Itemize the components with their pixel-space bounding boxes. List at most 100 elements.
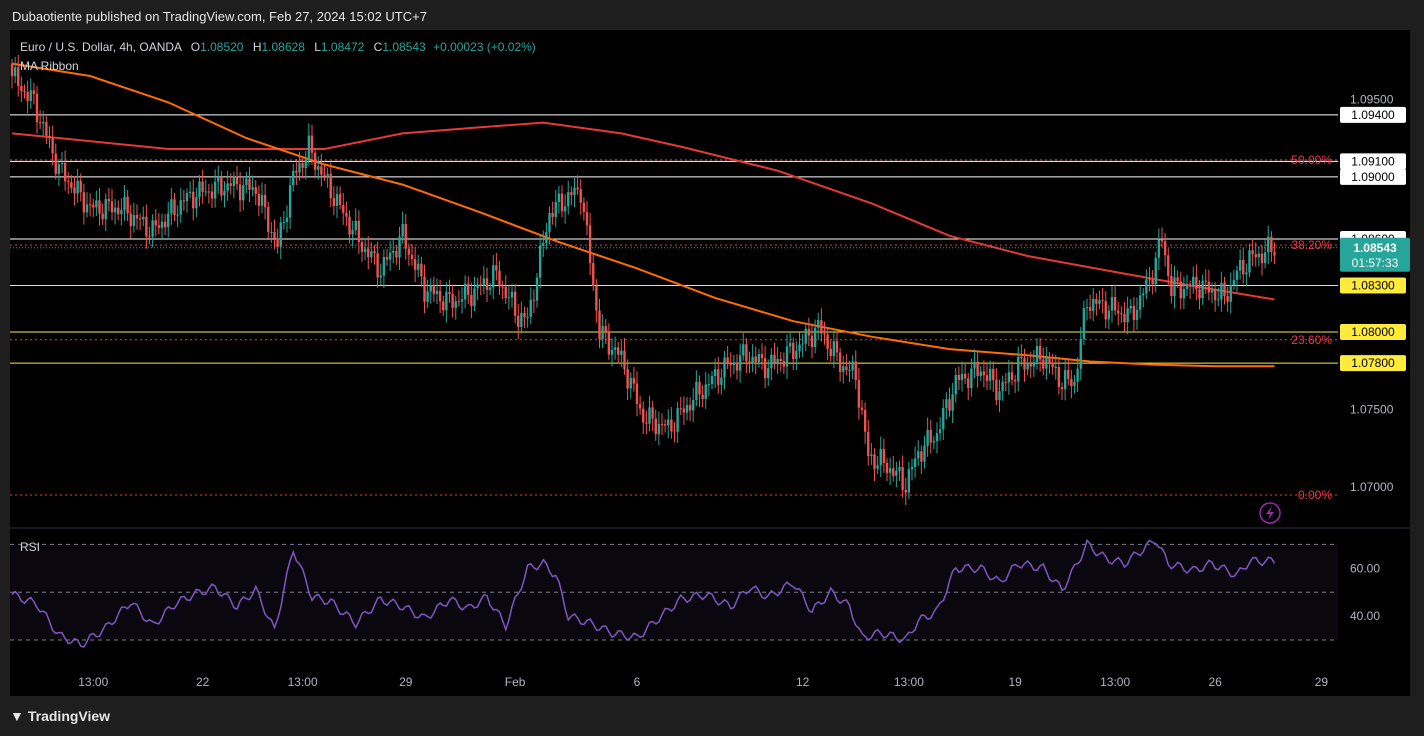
candle-body bbox=[945, 399, 948, 408]
candle-body bbox=[329, 173, 332, 199]
candle-body bbox=[942, 407, 945, 430]
candle-body bbox=[738, 355, 742, 371]
candle-body bbox=[663, 424, 667, 426]
candle-body bbox=[104, 199, 107, 220]
candle-body bbox=[470, 294, 473, 307]
candle-body bbox=[92, 204, 95, 208]
candle-body bbox=[501, 286, 504, 288]
candle-body bbox=[695, 381, 698, 401]
candle-body bbox=[892, 468, 895, 476]
candle-body bbox=[351, 229, 354, 235]
candle-body bbox=[888, 468, 892, 473]
candle-body bbox=[1245, 272, 1248, 275]
candle-body bbox=[1079, 338, 1082, 369]
candle-body bbox=[1226, 296, 1229, 302]
candle-body bbox=[26, 92, 29, 101]
low-value: 1.08472 bbox=[320, 40, 365, 54]
candle-body bbox=[248, 178, 251, 190]
candle-body bbox=[845, 366, 848, 371]
time-axis-tick: 19 bbox=[1008, 675, 1022, 689]
candle-body bbox=[673, 431, 676, 433]
ma-ribbon-label[interactable]: MA Ribbon bbox=[20, 59, 79, 73]
candle-body bbox=[442, 301, 445, 311]
candle-body bbox=[1148, 279, 1151, 281]
candle-body bbox=[857, 379, 861, 408]
candle-body bbox=[642, 408, 645, 423]
candle-body bbox=[520, 312, 523, 327]
candle-body bbox=[932, 441, 936, 443]
candle-body bbox=[279, 222, 282, 247]
candle-body bbox=[788, 342, 792, 347]
candle-body bbox=[1017, 356, 1020, 382]
candle-body bbox=[623, 350, 626, 370]
candle-body bbox=[929, 429, 932, 443]
symbol-legend[interactable]: Euro / U.S. Dollar, 4h, OANDA O1.08520 H… bbox=[20, 40, 536, 54]
candle-body bbox=[773, 354, 776, 363]
fib-label: 0.00% bbox=[1298, 488, 1332, 502]
candle-body bbox=[760, 354, 764, 359]
candle-body bbox=[632, 377, 636, 384]
candle-body bbox=[492, 265, 495, 288]
level-price-tag bbox=[1340, 355, 1406, 372]
candle-body bbox=[1154, 257, 1157, 285]
candle-body bbox=[726, 357, 729, 365]
candle-body bbox=[488, 287, 492, 290]
candle-body bbox=[717, 369, 720, 385]
candle-body bbox=[110, 201, 114, 213]
candle-body bbox=[620, 350, 623, 355]
candle-body bbox=[873, 454, 876, 469]
alert-icon[interactable] bbox=[1259, 502, 1281, 524]
candle-body bbox=[1170, 275, 1173, 297]
candle-body bbox=[1260, 253, 1264, 264]
price-axis-tick: 1.07000 bbox=[1350, 480, 1394, 494]
candle-body bbox=[563, 206, 567, 212]
candle-body bbox=[504, 286, 507, 298]
candle-body bbox=[529, 299, 532, 317]
candle-body bbox=[320, 166, 323, 175]
candle-body bbox=[626, 369, 629, 389]
candle-body bbox=[335, 194, 339, 206]
candle-body bbox=[51, 138, 54, 154]
candle-body bbox=[404, 223, 407, 249]
candle-body bbox=[226, 183, 229, 191]
ma-slow-line bbox=[11, 121, 1275, 301]
tradingview-logo[interactable]: ▼ TradingView bbox=[10, 708, 110, 724]
candle-body bbox=[648, 407, 651, 424]
candle-body bbox=[1270, 236, 1273, 253]
close-value: 1.08543 bbox=[382, 40, 426, 54]
candle-body bbox=[1185, 285, 1189, 289]
candle-body bbox=[842, 366, 845, 372]
candle-body bbox=[751, 356, 754, 364]
candle-body bbox=[423, 276, 426, 302]
candle-body bbox=[1029, 362, 1032, 367]
candle-body bbox=[729, 364, 732, 366]
candle-body bbox=[217, 176, 220, 182]
candle-body bbox=[979, 371, 982, 376]
candle-body bbox=[742, 344, 745, 356]
level-price-label: 1.09000 bbox=[1351, 170, 1395, 184]
candle-body bbox=[10, 63, 14, 77]
candle-body bbox=[238, 184, 242, 201]
candle-body bbox=[570, 192, 573, 196]
candle-body bbox=[604, 326, 607, 332]
candle-body bbox=[23, 90, 26, 93]
time-axis-tick: Feb bbox=[505, 675, 526, 689]
rsi-label[interactable]: RSI bbox=[20, 540, 41, 554]
candle-body bbox=[1001, 382, 1004, 392]
level-price-label: 1.09100 bbox=[1351, 154, 1395, 168]
candle-body bbox=[1126, 308, 1129, 323]
candle-body bbox=[32, 90, 36, 94]
candle-body bbox=[392, 250, 395, 253]
candle-body bbox=[895, 470, 898, 476]
level-price-tag bbox=[1340, 168, 1406, 185]
candle-body bbox=[317, 166, 320, 170]
candle-body bbox=[57, 164, 61, 174]
candle-body bbox=[1157, 239, 1161, 258]
candle-body bbox=[851, 361, 854, 371]
candle-body bbox=[1113, 297, 1117, 311]
candle-body bbox=[29, 90, 32, 101]
candle-body bbox=[117, 207, 120, 215]
candle-body bbox=[767, 368, 770, 379]
candle-body bbox=[526, 316, 529, 318]
